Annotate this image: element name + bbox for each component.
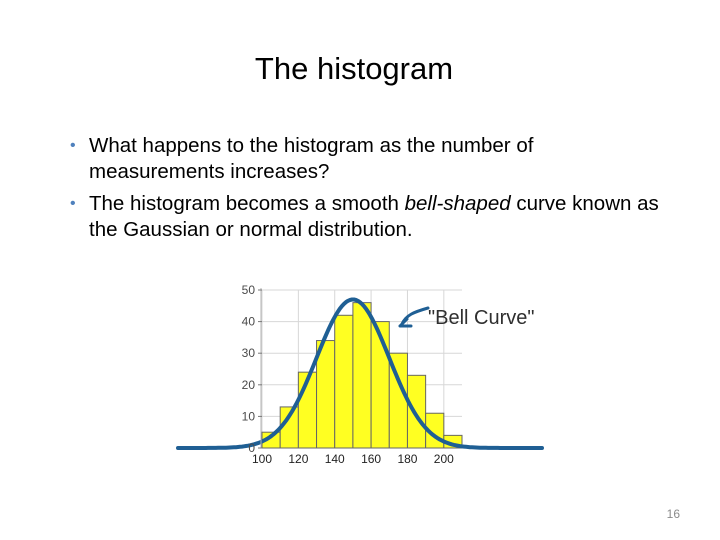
- y-tick-label: 30: [242, 346, 256, 360]
- bullet-text: What happens to the histogram as the num…: [89, 134, 534, 183]
- bullet-emphasis: bell-shaped: [404, 192, 511, 215]
- histogram-chart: 0 10 20 30 40 50 100 120 140 160 180 200 "Bell Cur…: [170, 272, 550, 470]
- x-axis-ticks: 100 120 140 160 180 200: [252, 452, 454, 466]
- bell-curve-line: [176, 297, 544, 450]
- x-tick-label: 200: [434, 452, 454, 466]
- page-number: 16: [666, 507, 680, 521]
- y-tick-label: 0: [248, 441, 255, 455]
- bullet-text-end: curve known as the Gaussian or normal di…: [89, 192, 659, 241]
- bullet-text-start: The histogram becomes a smooth: [89, 192, 405, 215]
- bullet-dot-icon: •: [70, 137, 76, 154]
- bullet-dot-icon: •: [70, 195, 76, 212]
- histogram-bar: [406, 374, 427, 449]
- y-tick-label: 50: [242, 283, 256, 297]
- histogram-bar: [334, 314, 354, 449]
- bullet-list: • What happens to the histogram as the n…: [70, 133, 670, 249]
- y-tick-label: 40: [242, 315, 256, 329]
- histogram-bar: [316, 340, 336, 449]
- x-tick-label: 120: [288, 452, 308, 466]
- y-tick-label: 20: [242, 378, 256, 392]
- y-axis-ticks: 0 10 20 30 40 50: [242, 283, 262, 455]
- bullet-item: • The histogram becomes a smooth bell-sh…: [70, 191, 670, 243]
- bullet-item: • What happens to the histogram as the n…: [70, 133, 670, 185]
- histogram-bar: [352, 302, 372, 449]
- x-tick-label: 100: [252, 452, 272, 466]
- x-tick-label: 160: [361, 452, 381, 466]
- annotation-arrow: [398, 306, 430, 328]
- x-tick-label: 180: [397, 452, 417, 466]
- y-tick-label: 10: [242, 409, 256, 423]
- x-tick-label: 140: [325, 452, 345, 466]
- bell-curve-annotation: "Bell Curve": [428, 307, 534, 329]
- slide-title: The histogram: [254, 51, 454, 86]
